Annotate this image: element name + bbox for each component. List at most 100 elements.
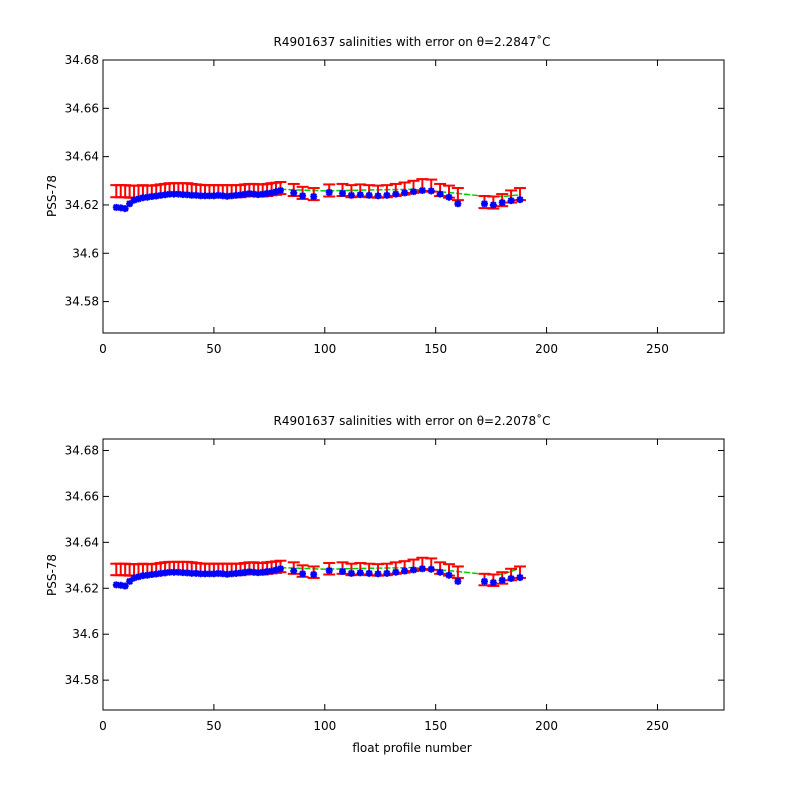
data-point bbox=[112, 203, 120, 211]
data-point bbox=[374, 192, 382, 200]
data-point bbox=[480, 577, 488, 585]
y-tick-label: 34.64 bbox=[65, 150, 99, 164]
data-point bbox=[228, 192, 236, 200]
data-point bbox=[365, 191, 373, 199]
data-point bbox=[418, 186, 426, 194]
data-point bbox=[272, 566, 280, 574]
x-tick-label: 50 bbox=[206, 342, 221, 356]
y-tick-label: 34.68 bbox=[65, 53, 99, 67]
data-point bbox=[143, 571, 151, 579]
data-point bbox=[161, 569, 169, 577]
data-point bbox=[347, 191, 355, 199]
data-point bbox=[276, 565, 284, 573]
data-point bbox=[232, 191, 240, 199]
data-point bbox=[365, 569, 373, 577]
x-tick-label: 100 bbox=[313, 342, 336, 356]
data-point bbox=[507, 574, 515, 582]
data-point bbox=[117, 581, 125, 589]
data-point bbox=[507, 197, 515, 205]
data-point bbox=[418, 565, 426, 573]
data-point bbox=[152, 570, 160, 578]
data-point bbox=[170, 568, 178, 576]
x-tick-label: 100 bbox=[313, 719, 336, 733]
data-point bbox=[134, 573, 142, 581]
data-point bbox=[259, 568, 267, 576]
data-point bbox=[183, 569, 191, 577]
data-point bbox=[197, 192, 205, 200]
data-point bbox=[121, 582, 129, 590]
data-point bbox=[134, 195, 142, 203]
data-point bbox=[130, 574, 138, 582]
data-point bbox=[356, 569, 364, 577]
data-point bbox=[210, 570, 218, 578]
data-point bbox=[130, 196, 138, 204]
data-point bbox=[245, 190, 253, 198]
y-tick-label: 34.6 bbox=[72, 627, 99, 641]
data-point bbox=[383, 191, 391, 199]
data-point bbox=[112, 581, 120, 589]
chart-top: R4901637 salinities with error on θ=2.28… bbox=[45, 34, 725, 356]
data-point bbox=[174, 568, 182, 576]
y-tick-label: 34.68 bbox=[65, 443, 99, 457]
data-point bbox=[205, 192, 213, 200]
data-point bbox=[228, 570, 236, 578]
data-point bbox=[161, 191, 169, 199]
data-point bbox=[374, 570, 382, 578]
data-point bbox=[241, 568, 249, 576]
data-point bbox=[392, 568, 400, 576]
y-tick-label: 34.58 bbox=[65, 673, 99, 687]
data-point bbox=[339, 189, 347, 197]
data-point bbox=[250, 568, 258, 576]
data-point bbox=[498, 576, 506, 584]
data-point bbox=[325, 567, 333, 575]
data-point bbox=[445, 193, 453, 201]
data-point bbox=[157, 569, 165, 577]
data-point bbox=[410, 566, 417, 574]
data-point bbox=[197, 570, 205, 578]
data-point bbox=[290, 567, 298, 575]
y-tick-label: 34.64 bbox=[65, 535, 99, 549]
x-tick-label: 50 bbox=[206, 719, 221, 733]
axes-frame bbox=[102, 59, 725, 334]
plot-area: 0 50 100 150 200 250 34.58 34.6 34.62 34.64 34.66 3… bbox=[65, 438, 725, 733]
y-tick-label: 34.58 bbox=[65, 295, 99, 309]
axes-frame bbox=[102, 438, 725, 711]
data-point bbox=[192, 569, 200, 577]
data-point bbox=[148, 193, 156, 200]
data-point bbox=[237, 569, 245, 577]
float-salinity-series bbox=[112, 565, 524, 590]
data-point bbox=[174, 190, 182, 198]
data-point bbox=[498, 199, 506, 207]
data-point bbox=[310, 193, 318, 200]
data-point bbox=[192, 191, 200, 199]
data-point bbox=[445, 571, 453, 579]
data-point bbox=[139, 572, 147, 580]
data-point bbox=[268, 189, 276, 197]
data-point bbox=[143, 193, 151, 201]
data-point bbox=[121, 205, 129, 213]
data-point bbox=[214, 569, 222, 577]
y-tick-label: 34.66 bbox=[65, 101, 99, 115]
data-point bbox=[259, 190, 267, 198]
data-point bbox=[241, 190, 249, 198]
x-tick-label: 0 bbox=[99, 342, 107, 356]
chart-title: R4901637 salinities with error on θ=2.20… bbox=[274, 413, 551, 428]
data-point bbox=[254, 191, 262, 199]
data-point bbox=[401, 189, 409, 197]
x-axis-label: float profile number bbox=[352, 741, 471, 755]
data-point bbox=[254, 569, 262, 577]
data-point bbox=[310, 571, 318, 578]
y-axis-label: PSS-78 bbox=[45, 175, 59, 217]
data-point bbox=[427, 565, 435, 573]
data-point bbox=[436, 568, 444, 576]
data-point bbox=[454, 200, 462, 208]
data-point bbox=[166, 568, 174, 576]
data-point bbox=[170, 190, 178, 198]
x-tick-label: 150 bbox=[424, 719, 447, 733]
data-point bbox=[188, 569, 196, 577]
data-point bbox=[299, 192, 307, 200]
data-point bbox=[410, 188, 417, 196]
data-point bbox=[179, 191, 187, 199]
float-salinity-series bbox=[112, 186, 524, 213]
data-point bbox=[290, 189, 298, 197]
